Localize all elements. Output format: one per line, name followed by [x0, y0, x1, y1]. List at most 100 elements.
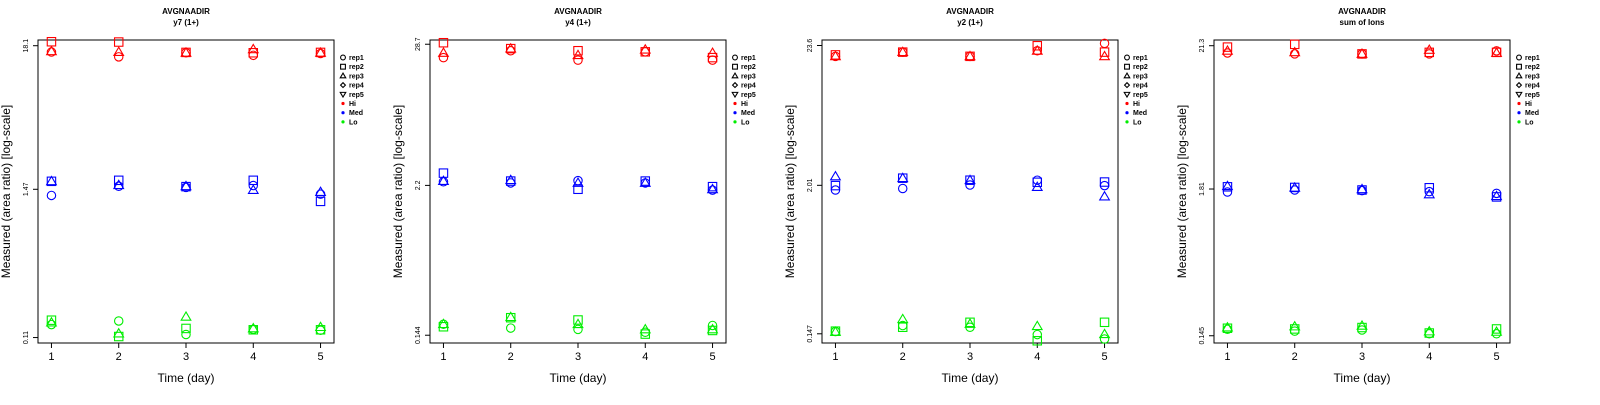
- point-hi-day1-rep2: [438, 37, 449, 48]
- point-lo-day5-rep1: [707, 320, 718, 331]
- legend-marker-lo: [1125, 120, 1129, 124]
- x-tick-label: 3: [1359, 351, 1365, 363]
- legend-marker-lo: [1517, 120, 1521, 124]
- legend-label: rep3: [1525, 73, 1540, 80]
- legend-marker-rep3: [731, 72, 739, 79]
- point-lo-day5-rep2: [1491, 324, 1502, 334]
- point-lo-day4-rep3: [247, 322, 260, 333]
- point-lo-day3-rep3: [1356, 319, 1368, 330]
- y-tick-label: 28.7: [415, 37, 422, 51]
- legend-label: rep4: [1133, 83, 1148, 90]
- legend-marker-rep2: [340, 63, 346, 70]
- point-hi-day2-rep3: [504, 42, 517, 53]
- point-lo-day4-rep1: [1032, 329, 1043, 340]
- point-med-day4-rep3: [247, 184, 260, 195]
- legend-label: rep2: [349, 64, 364, 71]
- point-lo-day3-rep3: [964, 317, 976, 328]
- legend-label: Lo: [349, 119, 358, 126]
- y-tick-label: 2.01: [807, 178, 814, 192]
- point-lo-day5-rep1: [1491, 329, 1502, 339]
- legend-label: Med: [1133, 110, 1147, 117]
- legend-marker-rep4: [731, 81, 739, 89]
- x-tick-label: 2: [116, 351, 122, 363]
- legend-marker-lo: [733, 120, 737, 124]
- legend-marker-rep5: [1515, 91, 1523, 99]
- point-hi-day3-rep3: [572, 49, 584, 60]
- legend-marker-rep4: [1123, 81, 1131, 89]
- point-med-day1-rep3: [829, 170, 842, 181]
- x-tick-label: 3: [183, 351, 189, 363]
- legend-label: Med: [349, 110, 363, 117]
- point-lo-day2-rep1: [1289, 326, 1300, 336]
- legend-label: rep3: [349, 73, 364, 80]
- legend-label: rep4: [1525, 83, 1540, 90]
- legend-label: rep1: [1133, 55, 1148, 62]
- point-lo-day3-rep3: [180, 310, 192, 321]
- point-lo-day2-rep3: [1288, 320, 1301, 331]
- point-hi-day4-rep3: [639, 43, 652, 54]
- point-hi-day2-rep1: [113, 52, 124, 62]
- y-tick-label: 1.81: [1199, 182, 1206, 196]
- point-hi-day1-rep2: [1222, 42, 1233, 52]
- legend-label: Med: [741, 110, 755, 117]
- point-med-day2-rep2: [113, 175, 124, 186]
- point-med-day4-rep2: [640, 176, 651, 186]
- point-med-day5-rep2: [1491, 192, 1502, 202]
- chart-subtitle: sum of Ions: [1340, 18, 1385, 27]
- legend-marker-hi: [1517, 101, 1521, 106]
- y-axis-label: Measured (area ratio) [log-scale]: [0, 105, 13, 278]
- chart-title: AVGNAADIR: [946, 7, 994, 16]
- point-hi-day3-rep3: [964, 50, 976, 61]
- point-lo-day1-rep3: [45, 316, 58, 327]
- point-med-day3-rep3: [572, 177, 584, 187]
- point-med-day1-rep2: [1222, 182, 1233, 192]
- point-med-day5-rep3: [1098, 190, 1111, 201]
- point-hi-day5-rep3: [1490, 47, 1503, 57]
- point-hi-day3-rep3: [1356, 47, 1368, 58]
- x-tick-label: 2: [508, 351, 514, 363]
- point-med-day3-rep2: [573, 184, 583, 195]
- legend-marker-rep5: [731, 91, 739, 99]
- point-lo-day3-rep1: [573, 324, 583, 335]
- y-tick-label: 18.1: [23, 39, 30, 53]
- point-lo-day2-rep1: [505, 323, 516, 333]
- point-med-day3-rep3: [964, 174, 976, 185]
- legend-marker-rep3: [1515, 72, 1523, 79]
- x-tick-label: 2: [1292, 351, 1298, 363]
- plot-frame: [821, 39, 1119, 344]
- point-lo-day2-rep3: [504, 311, 517, 322]
- point-lo-day5-rep3: [706, 323, 719, 334]
- legend-marker-med: [1517, 111, 1521, 115]
- legend-label: rep5: [1525, 92, 1540, 99]
- y-tick-label: 21.3: [1199, 39, 1206, 53]
- x-tick-label: 1: [1224, 351, 1230, 363]
- point-med-day5-rep3: [314, 186, 327, 197]
- x-tick-label: 3: [575, 351, 581, 363]
- legend-label: rep2: [1133, 64, 1148, 71]
- point-hi-day3-rep3: [180, 46, 192, 57]
- point-lo-day3-rep3: [572, 318, 584, 329]
- point-lo-day4-rep2: [1032, 336, 1043, 346]
- legend-label: rep1: [1525, 55, 1540, 62]
- chart-title: AVGNAADIR: [1338, 7, 1386, 16]
- legend-label: Lo: [1525, 119, 1534, 126]
- legend-marker-rep5: [1123, 91, 1131, 99]
- point-med-day1-rep3: [45, 175, 58, 186]
- point-med-day3-rep3: [1356, 183, 1368, 194]
- chart-panel-1: AVGNAADIR y7 (1+) 1 2 3 4 5 0.11 1.47 18.1 Time (d…: [0, 7, 364, 385]
- legend-marker-rep3: [1123, 72, 1131, 79]
- legend-label: Hi: [1525, 101, 1532, 108]
- point-med-day1-rep1: [46, 190, 57, 201]
- point-lo-day3-rep2: [181, 323, 191, 334]
- point-lo-day5-rep3: [314, 321, 327, 332]
- legend-marker-hi: [733, 101, 737, 106]
- point-med-day5-rep3: [1490, 190, 1503, 201]
- point-hi-day4-rep3: [247, 43, 260, 54]
- x-tick-label: 1: [440, 351, 446, 363]
- legend-label: Hi: [741, 101, 748, 108]
- legend-marker-rep1: [340, 54, 346, 61]
- plot-frame: [429, 39, 727, 344]
- point-lo-day4-rep2: [640, 329, 651, 339]
- chart-subtitle: y2 (1+): [957, 18, 983, 27]
